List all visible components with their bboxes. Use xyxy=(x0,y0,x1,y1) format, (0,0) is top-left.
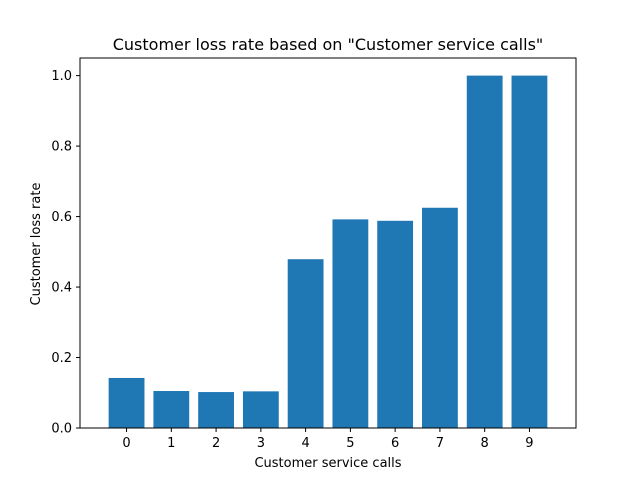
x-tick-label: 0 xyxy=(122,436,130,451)
y-tick-label: 0.6 xyxy=(51,210,72,225)
y-axis-label: Customer loss rate xyxy=(29,183,44,306)
y-tick-label: 0.8 xyxy=(51,140,72,155)
y-tick-label: 0.4 xyxy=(51,281,72,296)
chart-title: Customer loss rate based on "Customer se… xyxy=(113,35,544,54)
bar-5 xyxy=(332,219,369,428)
y-ticks-group: 0.0 0.2 0.4 0.6 0.8 1.0 xyxy=(51,69,80,437)
bar-3 xyxy=(242,391,279,428)
bar-8 xyxy=(466,75,503,428)
bar-0 xyxy=(108,377,145,428)
bar-9 xyxy=(511,75,548,428)
x-tick-label: 5 xyxy=(346,436,354,451)
x-tick-label: 8 xyxy=(481,436,489,451)
x-tick-label: 2 xyxy=(212,436,220,451)
bar-7 xyxy=(422,207,458,428)
bars-group xyxy=(108,75,548,428)
x-axis-label: Customer service calls xyxy=(254,456,401,471)
bar-4 xyxy=(287,259,324,428)
y-tick-label: 1.0 xyxy=(51,69,72,84)
axes-frame xyxy=(79,57,577,429)
bar-1 xyxy=(153,391,190,428)
bar-6 xyxy=(377,220,414,428)
x-tick-label: 6 xyxy=(391,436,399,451)
bar-2 xyxy=(198,392,234,428)
x-tick-label: 4 xyxy=(301,436,309,451)
x-tick-label: 9 xyxy=(525,436,533,451)
x-ticks-group: 0 1 2 3 4 5 6 7 8 9 xyxy=(122,428,534,451)
x-tick-label: 7 xyxy=(436,436,444,451)
y-tick-label: 0.2 xyxy=(51,351,72,366)
y-tick-label: 0.0 xyxy=(51,422,72,437)
x-tick-label: 1 xyxy=(167,436,175,451)
x-tick-label: 3 xyxy=(257,436,265,451)
